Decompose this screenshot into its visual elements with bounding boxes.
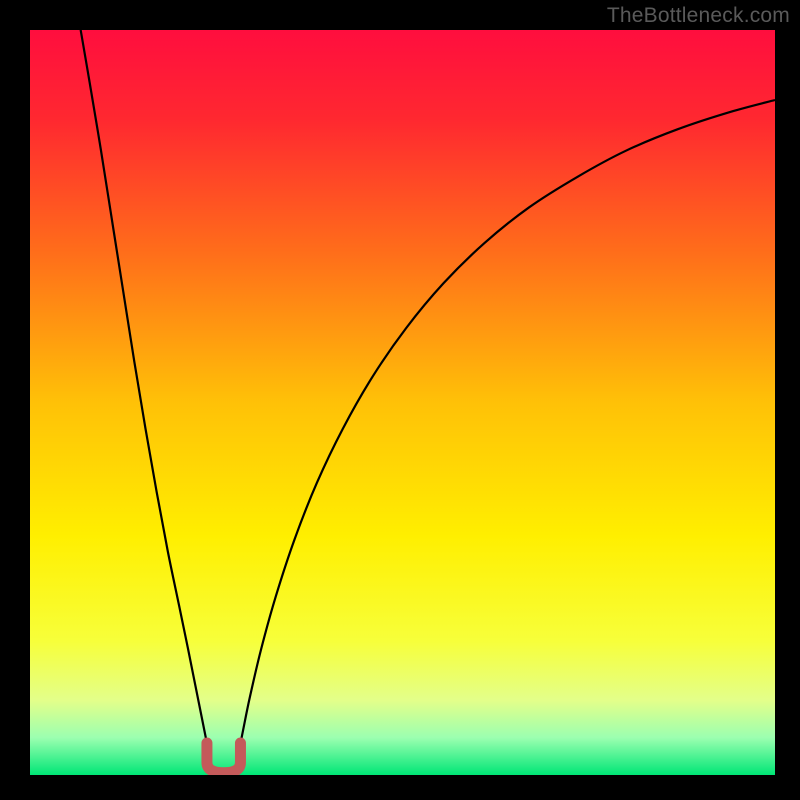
plot-svg xyxy=(0,0,800,800)
stage: TheBottleneck.com xyxy=(0,0,800,800)
